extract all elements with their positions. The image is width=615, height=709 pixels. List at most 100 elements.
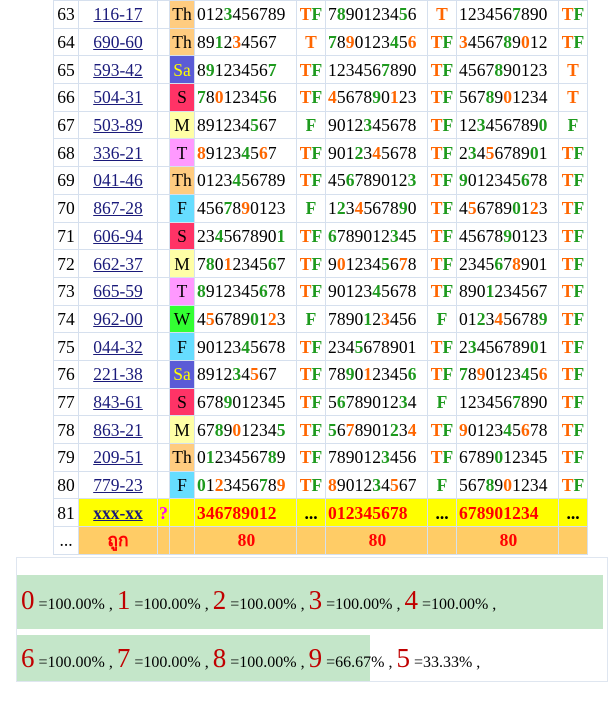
result-link[interactable]: 665-59 [93,281,143,302]
day-badge: W [169,304,195,334]
result-link-cell[interactable]: 593-42 [78,55,158,85]
result-link-cell[interactable]: xxx-xx [78,498,158,528]
table-row: 63 116-17 Th 0123456789 TF 7890123456 T 1234567… [53,0,588,29]
result-link-cell[interactable]: 690-60 [78,27,158,57]
result-link[interactable]: 336-21 [93,142,143,163]
table-row: 66 504-31 S 780123456 TF 4567890123 TF 56789012… [53,83,588,112]
table-row: 79 209-51 Th 0123456789 TF 7890123456 TF 678901… [53,443,588,472]
digit-stat: 8 =100.00% , [213,643,309,673]
result-link-cell[interactable]: 116-17 [78,0,158,29]
stat-percent: =100.00% [38,654,105,671]
row-number: 79 [53,443,79,472]
result-link[interactable]: 662-37 [93,253,143,274]
table-row: 64 690-60 Th 891234567 T 7890123456 TF 34567890… [53,27,588,57]
result-link[interactable]: 606-94 [93,225,143,246]
result-link-cell[interactable]: 503-89 [78,110,158,140]
tf-result-2: TF [427,332,457,361]
digits-set-3: 8901234567 [456,276,559,306]
result-link-cell[interactable]: 665-59 [78,276,158,306]
result-link[interactable]: 962-00 [93,308,143,329]
stat-digit: 9 [308,643,323,673]
stat-separator: , [492,596,497,613]
mark-cell [157,304,170,334]
stat-digit: 8 [212,643,227,673]
result-link-cell[interactable]: 779-23 [78,470,158,500]
tf-result-3: TF [558,166,588,195]
stat-separator: , [204,596,209,613]
result-link[interactable]: 593-42 [93,59,143,80]
result-link-cell[interactable]: 662-37 [78,249,158,278]
digit-stat: 6 =100.00% , [21,643,117,673]
result-link[interactable]: 209-51 [93,447,143,468]
mark-cell [157,359,170,389]
stat-digit: 7 [116,643,131,673]
digits-set-3: 1234567890 [456,110,559,140]
day-badge: Th [169,166,195,195]
mark-cell [157,249,170,278]
row-number: 81 [53,498,79,528]
stat-percent: =33.33% [413,654,473,671]
digits-set-2: 4567890123 [325,83,428,112]
row-number: 74 [53,304,79,334]
result-link[interactable]: 044-32 [93,336,143,357]
day-badge: Th [169,27,195,57]
pending-row: 81 xxx-xx? Sa 346789012... 012345678... 67890… [53,498,588,528]
result-link-cell[interactable]: 606-94 [78,221,158,251]
digits-set-2: 5678901234 [325,387,428,417]
result-link[interactable]: 779-23 [93,475,143,496]
stat-digit: 4 [404,585,418,615]
row-number: 69 [53,166,79,195]
summary-label: ถูก [78,526,158,555]
tf-result-1: TF [296,249,326,278]
result-link[interactable]: 221-38 [93,364,143,385]
result-link-cell[interactable]: 962-00 [78,304,158,334]
result-link-cell[interactable]: 843-61 [78,387,158,417]
tf-result-2: TF [427,443,457,472]
mark-cell [157,166,170,195]
tf-result-2: TF [427,138,457,168]
tf-result-2: F [427,470,457,500]
digits-set-2: 1234567890 [325,193,428,223]
tf-result-3: TF [558,221,588,251]
stat-separator: , [204,654,209,671]
result-link-cell[interactable]: 041-46 [78,166,158,195]
tf-result-2: TF [427,193,457,223]
result-link[interactable]: xxx-xx [93,502,143,523]
result-link[interactable]: 503-89 [93,115,143,136]
tf-result-3: TF [558,415,588,444]
row-number: 68 [53,138,79,168]
tf-result-1: TF [296,221,326,251]
digits-set-1: 780123456 [194,83,297,112]
tf-result-1: TF [296,138,326,168]
digits-set-2: 9012345678 [325,138,428,168]
result-link-cell[interactable]: 863-21 [78,415,158,444]
result-link-cell[interactable]: 336-21 [78,138,158,168]
result-link[interactable]: 690-60 [93,32,143,53]
result-link[interactable]: 041-46 [93,170,143,191]
tf-result-2: ... [427,498,457,528]
stat-percent: =100.00% [134,596,201,613]
result-link[interactable]: 867-28 [93,198,143,219]
result-link[interactable]: 504-31 [93,87,143,108]
result-link-cell[interactable]: 044-32 [78,332,158,361]
result-link-cell[interactable]: 221-38 [78,359,158,389]
tf-result-3: TF [558,249,588,278]
digits-set-3: 678901234 [456,498,559,528]
tf-result-1: TF [296,470,326,500]
tf-result-3: TF [558,304,588,334]
table-row: 72 662-37 M 7801234567 TF 9012345678 TF 2345678… [53,249,588,278]
result-link-cell[interactable]: 867-28 [78,193,158,223]
result-link[interactable]: 843-61 [93,391,143,412]
result-link[interactable]: 863-21 [93,419,143,440]
row-number: 80 [53,470,79,500]
result-link-cell[interactable]: 504-31 [78,83,158,112]
tf-result-1: TF [296,415,326,444]
table-row: 74 962-00 W 4567890123 F 7890123456 F 012345678… [53,304,588,334]
summary-count-1: 80 [194,526,297,555]
result-link-cell[interactable]: 209-51 [78,443,158,472]
stat-digit: 0 [21,585,35,615]
result-link[interactable]: 116-17 [93,4,143,25]
summary-tf-3 [558,526,588,555]
digits-set-3: 2345678901 [456,138,559,168]
tf-result-1: ... [296,498,326,528]
